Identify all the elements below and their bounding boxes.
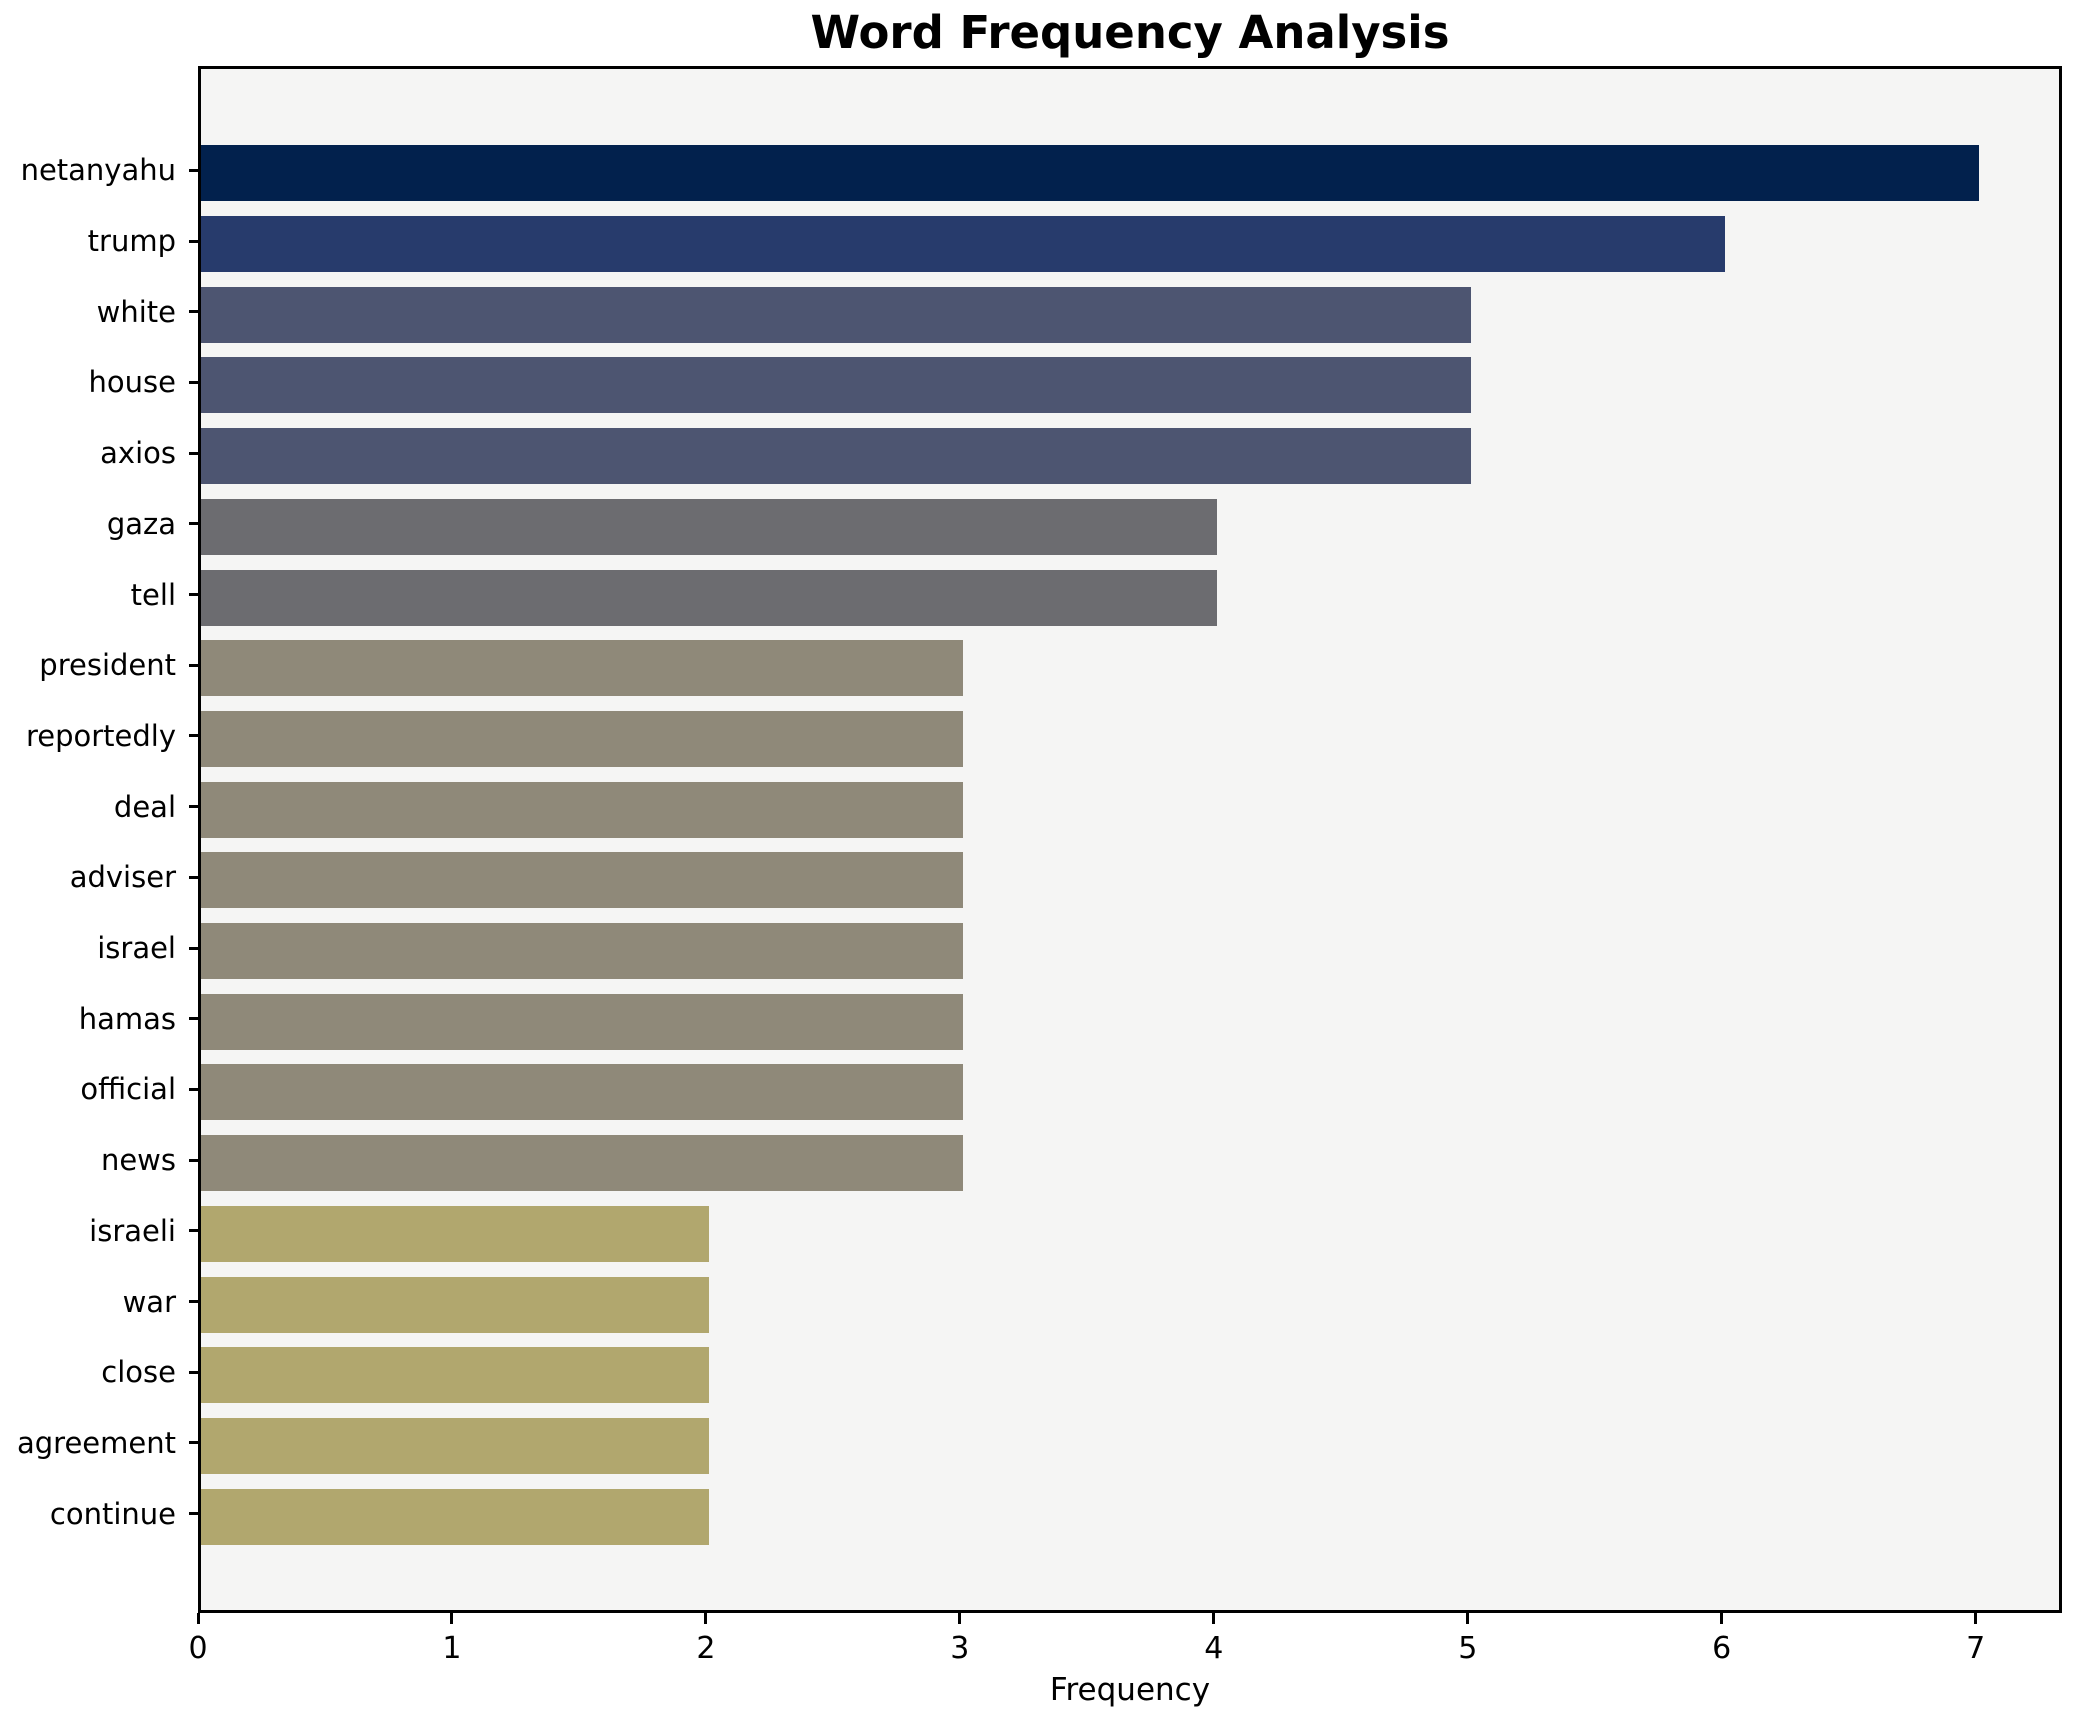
x-tick-label-6: 6 xyxy=(1712,1631,1732,1666)
y-tick-label-reportedly: reportedly xyxy=(25,718,176,753)
chart-title: Word Frequency Analysis xyxy=(810,6,1450,59)
y-tick-mark xyxy=(189,1087,198,1091)
bar-israel xyxy=(201,923,963,980)
y-tick-mark xyxy=(189,1370,198,1374)
y-tick-label-trump: trump xyxy=(87,224,176,259)
y-tick-label-close: close xyxy=(101,1355,176,1390)
x-tick-mark xyxy=(1212,1613,1216,1624)
y-tick-label-agreement: agreement xyxy=(17,1425,176,1460)
x-tick-mark xyxy=(704,1613,708,1624)
x-axis-label: Frequency xyxy=(1049,1672,1211,1708)
y-tick-mark xyxy=(189,593,198,597)
bar-adviser xyxy=(201,852,963,909)
x-tick-label-0: 0 xyxy=(188,1631,208,1666)
bar-netanyahu xyxy=(201,145,1979,202)
bar-axios xyxy=(201,428,1471,485)
x-tick-label-2: 2 xyxy=(696,1631,716,1666)
y-tick-label-netanyahu: netanyahu xyxy=(20,153,176,188)
x-tick-mark xyxy=(196,1613,200,1624)
y-tick-mark xyxy=(189,734,198,738)
bar-reportedly xyxy=(201,710,963,767)
y-tick-label-president: president xyxy=(39,648,176,683)
y-tick-mark xyxy=(189,663,198,667)
bar-president xyxy=(201,640,963,697)
x-tick-label-4: 4 xyxy=(1204,1631,1224,1666)
y-tick-label-deal: deal xyxy=(113,789,176,824)
bar-deal xyxy=(201,781,963,838)
y-tick-label-gaza: gaza xyxy=(106,506,176,541)
bar-house xyxy=(201,357,1471,414)
y-tick-label-official: official xyxy=(80,1072,176,1107)
y-tick-label-continue: continue xyxy=(49,1496,176,1531)
y-tick-label-adviser: adviser xyxy=(69,860,176,895)
x-tick-mark xyxy=(1974,1613,1978,1624)
y-tick-mark xyxy=(189,380,198,384)
bar-continue xyxy=(201,1488,709,1545)
plot-area xyxy=(198,66,2062,1613)
y-tick-label-white: white xyxy=(96,294,176,329)
y-tick-mark xyxy=(189,1512,198,1516)
y-tick-mark xyxy=(189,310,198,314)
bar-gaza xyxy=(201,498,1217,555)
y-tick-mark xyxy=(189,1158,198,1162)
y-tick-mark xyxy=(189,875,198,879)
y-tick-mark xyxy=(189,1229,198,1233)
x-tick-mark xyxy=(958,1613,962,1624)
x-tick-mark xyxy=(450,1613,454,1624)
y-tick-mark xyxy=(189,451,198,455)
y-tick-mark xyxy=(189,168,198,172)
x-tick-label-7: 7 xyxy=(1966,1631,1986,1666)
y-tick-mark xyxy=(189,1017,198,1021)
x-tick-label-1: 1 xyxy=(442,1631,462,1666)
bar-agreement xyxy=(201,1417,709,1474)
x-tick-label-5: 5 xyxy=(1458,1631,1478,1666)
bar-official xyxy=(201,1064,963,1121)
y-tick-label-war: war xyxy=(122,1284,176,1319)
bar-news xyxy=(201,1135,963,1192)
bar-close xyxy=(201,1347,709,1404)
x-tick-mark xyxy=(1720,1613,1724,1624)
y-tick-mark xyxy=(189,522,198,526)
y-tick-label-house: house xyxy=(88,365,176,400)
y-tick-mark xyxy=(189,239,198,243)
y-tick-label-hamas: hamas xyxy=(78,1001,176,1036)
y-tick-mark xyxy=(189,1300,198,1304)
y-tick-label-news: news xyxy=(100,1143,176,1178)
bar-tell xyxy=(201,569,1217,626)
x-tick-mark xyxy=(1466,1613,1470,1624)
y-tick-mark xyxy=(189,946,198,950)
y-tick-label-tell: tell xyxy=(130,577,176,612)
bar-trump xyxy=(201,216,1725,273)
bar-white xyxy=(201,286,1471,343)
bar-hamas xyxy=(201,993,963,1050)
y-tick-label-israel: israel xyxy=(97,931,176,966)
y-tick-label-axios: axios xyxy=(100,436,176,471)
y-tick-mark xyxy=(189,805,198,809)
y-tick-label-israeli: israeli xyxy=(89,1213,176,1248)
bar-war xyxy=(201,1276,709,1333)
bar-israeli xyxy=(201,1205,709,1262)
y-tick-mark xyxy=(189,1441,198,1445)
x-tick-label-3: 3 xyxy=(950,1631,970,1666)
